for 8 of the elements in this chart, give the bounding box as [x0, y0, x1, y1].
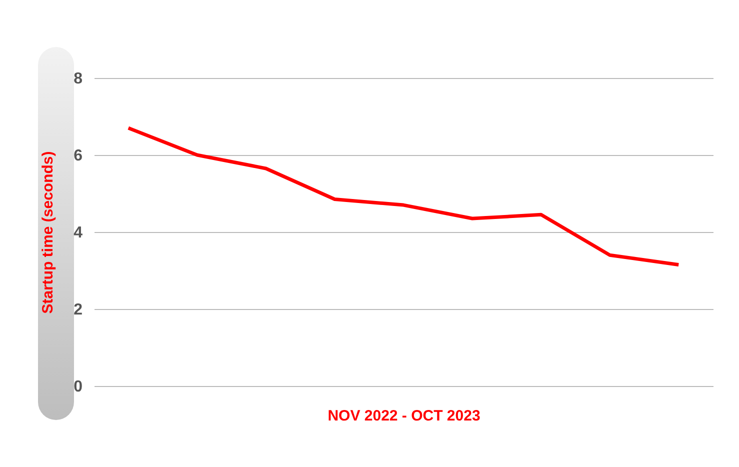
y-tick-label: 2	[74, 302, 83, 318]
y-axis-title: Startup time (seconds)	[40, 151, 57, 314]
x-axis-title: NOV 2022 - OCT 2023	[328, 408, 480, 424]
y-tick-label: 0	[74, 378, 83, 396]
y-tick-label: 6	[74, 148, 83, 164]
y-tick-label: 8	[74, 70, 83, 88]
line-series	[126, 126, 680, 266]
y-tick-label: 4	[74, 224, 83, 242]
